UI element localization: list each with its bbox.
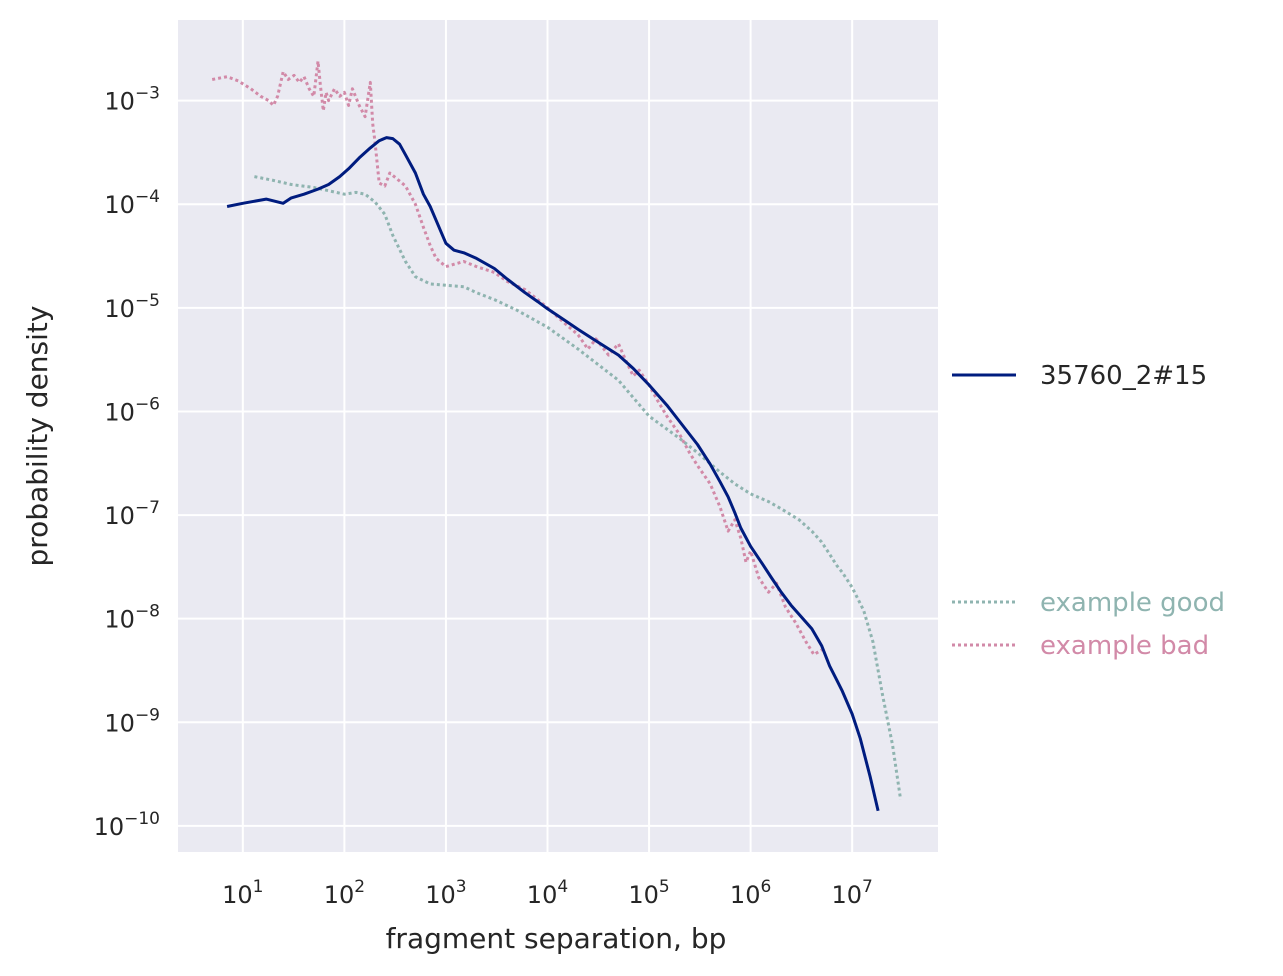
grid	[178, 20, 938, 852]
series-line-example-bad	[211, 59, 823, 657]
y-tick-label: 10−4	[104, 187, 160, 219]
x-tick-label: 103	[425, 877, 466, 909]
series-line-example-good	[254, 175, 903, 800]
x-tick-label: 102	[324, 877, 365, 909]
x-tick-label: 105	[628, 877, 669, 909]
y-tick-label: 10−10	[94, 809, 160, 841]
x-axis-title: fragment separation, bp	[386, 922, 727, 955]
y-tick-label: 10−7	[104, 498, 160, 530]
y-axis-title: probability density	[21, 306, 54, 567]
y-tick-label: 10−9	[104, 705, 160, 737]
y-tick-label: 10−3	[104, 84, 160, 116]
y-tick-label: 10−6	[104, 394, 160, 426]
legend-label: example bad	[1040, 631, 1209, 661]
plot-background	[178, 20, 938, 852]
y-tick-labels: 10−3 10−4 10−5 10−6 10−7 10−8 10−9 10−10	[94, 84, 160, 841]
series-line-35760-2-15	[226, 136, 880, 812]
series-layer	[211, 59, 903, 812]
legend-label: 35760_2#15	[1040, 361, 1207, 391]
legend-label: example good	[1040, 588, 1225, 618]
x-tick-label: 106	[730, 877, 771, 909]
x-tick-label: 107	[831, 877, 872, 909]
x-tick-label: 101	[222, 877, 263, 909]
y-tick-label: 10−8	[104, 602, 160, 634]
x-tick-label: 104	[527, 877, 568, 909]
y-tick-label: 10−5	[104, 291, 160, 323]
x-tick-labels: 101 102 103 104 105 106 107	[222, 877, 873, 909]
